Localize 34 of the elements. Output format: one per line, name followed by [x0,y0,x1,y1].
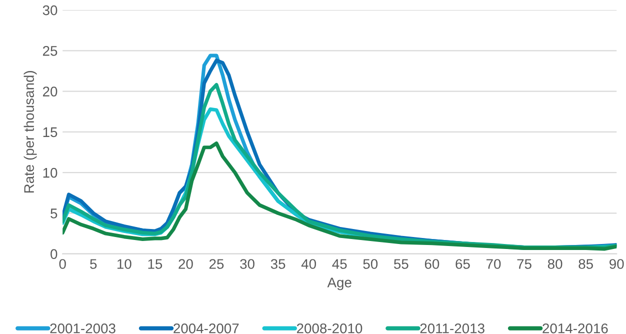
y-tick-label: 30 [42,5,58,16]
x-tick-label: 5 [90,259,97,269]
x-tick-label: 90 [610,259,624,269]
x-tick-label: 85 [578,259,593,269]
x-tick-label: 65 [456,259,470,269]
y-tick-label: 25 [42,46,58,56]
legend-label: 2004-2007 [174,323,239,334]
x-tick-label: 70 [486,259,501,269]
x-tick-label: 10 [117,259,132,269]
x-tick-label: 15 [148,259,162,269]
y-tick-label: 5 [50,208,58,218]
y-axis-title: Rate (per thousand) [24,71,37,193]
line-series [62,142,617,251]
legend-label: 2001-2003 [50,323,116,334]
x-tick-label: 60 [424,259,440,269]
legend-label: 2011-2013 [420,323,484,334]
y-tick-label: 15 [43,127,58,138]
x-tick-label: 75 [517,259,532,269]
x-tick-label: 25 [209,259,224,269]
x-tick-label: 35 [270,259,286,269]
x-tick-label: 0 [59,259,66,269]
x-tick-label: 50 [363,259,378,269]
x-tick-label: 40 [301,259,316,269]
legend-label: 2008-2010 [296,323,362,334]
x-axis-title: Age [327,278,352,290]
y-tick-label: 20 [42,86,58,96]
legend-label: 2014-2016 [542,323,608,334]
x-tick-label: 30 [240,259,254,269]
y-tick-label: 10 [43,168,58,178]
y-tick-label: 0 [50,249,58,260]
x-tick-label: 45 [332,259,347,269]
x-tick-label: 55 [394,259,408,269]
x-tick-label: 80 [548,259,562,269]
x-tick-label: 20 [178,259,193,269]
